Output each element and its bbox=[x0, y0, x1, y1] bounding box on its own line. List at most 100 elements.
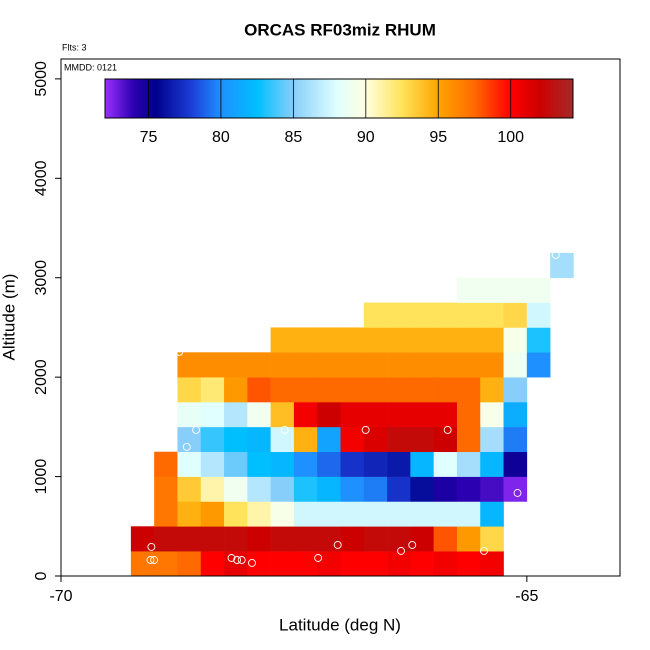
heatmap-cell bbox=[200, 352, 225, 378]
heatmap-cell bbox=[293, 402, 318, 428]
heatmap-cell bbox=[480, 526, 504, 552]
heatmap-cell bbox=[410, 526, 434, 552]
y-axis-label: Altitude (m) bbox=[0, 274, 18, 361]
heatmap-cell bbox=[526, 352, 551, 378]
heatmap-cell bbox=[363, 352, 388, 378]
heatmap-cell bbox=[293, 327, 318, 353]
heatmap-cell bbox=[503, 302, 528, 328]
heatmap-cell bbox=[340, 327, 365, 353]
heatmap-cell bbox=[503, 451, 528, 477]
heatmap-cell bbox=[387, 451, 411, 477]
heatmap-cell bbox=[340, 426, 365, 453]
heatmap-cell bbox=[480, 476, 504, 502]
heatmap-cell bbox=[130, 526, 155, 552]
heatmap-cell bbox=[270, 327, 295, 353]
heatmap-cell bbox=[317, 526, 341, 552]
heatmap-cell bbox=[340, 526, 365, 552]
heatmap-cell bbox=[293, 377, 318, 403]
heatmap-cell bbox=[154, 526, 178, 552]
heatmap-cell bbox=[456, 352, 481, 378]
heatmap-cell bbox=[456, 476, 481, 502]
heatmap-cell bbox=[480, 451, 504, 477]
heatmap-cell bbox=[410, 352, 434, 378]
x-axis-label: Latitude (deg N) bbox=[279, 615, 401, 634]
heatmap-cell bbox=[456, 526, 481, 552]
heatmap-cell bbox=[270, 526, 295, 552]
heatmap-cell bbox=[433, 377, 458, 403]
flight-point bbox=[147, 543, 156, 551]
heatmap-cell bbox=[200, 451, 225, 477]
heatmap-cell bbox=[387, 327, 411, 353]
heatmap-cell bbox=[177, 551, 202, 577]
heatmap-cell bbox=[224, 451, 248, 477]
heatmap-cell bbox=[293, 501, 318, 527]
heatmap-cell bbox=[270, 377, 295, 403]
heatmap-cell bbox=[317, 377, 341, 403]
heatmap-cell bbox=[224, 501, 248, 527]
heatmap-cell bbox=[177, 526, 202, 552]
heatmap-cell bbox=[224, 352, 248, 378]
heatmap-cell bbox=[456, 402, 481, 428]
heatmap-cell bbox=[177, 402, 202, 428]
heatmap-cell bbox=[433, 526, 458, 552]
heatmap-cell bbox=[317, 451, 341, 477]
heatmap-cell bbox=[340, 551, 365, 577]
flight-point bbox=[513, 489, 522, 497]
y-tick-label: 0 bbox=[33, 571, 50, 580]
heatmap-cell bbox=[270, 426, 295, 453]
heatmap-cell bbox=[154, 476, 178, 502]
heatmap-cell bbox=[363, 451, 388, 477]
heatmap-cell bbox=[387, 501, 411, 527]
heatmap-cell bbox=[293, 526, 318, 552]
heatmap-cell bbox=[433, 402, 458, 428]
heatmap-cell bbox=[410, 327, 434, 353]
heatmap-cell bbox=[387, 377, 411, 403]
flight-point bbox=[227, 554, 236, 562]
heatmap-cell bbox=[340, 501, 365, 527]
heatmap-cell bbox=[154, 551, 178, 577]
heatmap-cell bbox=[177, 426, 202, 453]
heatmap-cell bbox=[480, 402, 504, 428]
heatmap-cell bbox=[387, 526, 411, 552]
colorbar bbox=[104, 78, 574, 119]
heatmap-cell bbox=[456, 426, 481, 453]
heatmap-cell bbox=[177, 352, 202, 378]
heatmap-cell bbox=[387, 352, 411, 378]
heatmap-cell bbox=[363, 327, 388, 353]
flight-point bbox=[280, 425, 289, 434]
heatmap-cell bbox=[456, 451, 481, 477]
heatmap-cell bbox=[247, 352, 271, 378]
heatmap-cell bbox=[387, 551, 411, 577]
heatmap-cell bbox=[224, 377, 248, 403]
heatmap-cell bbox=[293, 476, 318, 502]
chart-title: ORCAS RF03miz RHUM bbox=[244, 20, 436, 39]
heatmap-cell bbox=[410, 501, 434, 527]
heatmap-cell bbox=[410, 476, 434, 502]
heatmap-cell bbox=[503, 377, 528, 403]
heatmap-cell bbox=[480, 302, 504, 328]
heatmap-cell bbox=[200, 402, 225, 428]
heatmap-cell bbox=[550, 252, 574, 279]
heatmap-cell bbox=[200, 551, 225, 577]
heatmap-cell bbox=[363, 526, 388, 552]
heatmap-cell bbox=[317, 327, 341, 353]
colorbar-tick-label: 85 bbox=[284, 129, 302, 146]
heatmap-cell bbox=[503, 352, 528, 378]
heatmap-cell bbox=[224, 426, 248, 453]
heatmap-cell bbox=[363, 402, 388, 428]
y-tick-label: 3000 bbox=[33, 260, 50, 296]
heatmap-cell bbox=[503, 476, 528, 502]
heatmap-cell bbox=[293, 352, 318, 378]
flight-point bbox=[192, 425, 201, 434]
heatmap-cell bbox=[433, 426, 458, 453]
heatmap-cell bbox=[480, 501, 504, 527]
annotation: MMDD: 0121 bbox=[64, 62, 117, 72]
heatmap-cell bbox=[363, 476, 388, 502]
heatmap-cell bbox=[387, 426, 411, 453]
heatmap-cell bbox=[410, 551, 434, 577]
flight-point bbox=[397, 546, 406, 555]
heatmap-cell bbox=[293, 551, 318, 577]
heatmap-cell bbox=[154, 451, 178, 477]
flight-point bbox=[175, 347, 184, 356]
